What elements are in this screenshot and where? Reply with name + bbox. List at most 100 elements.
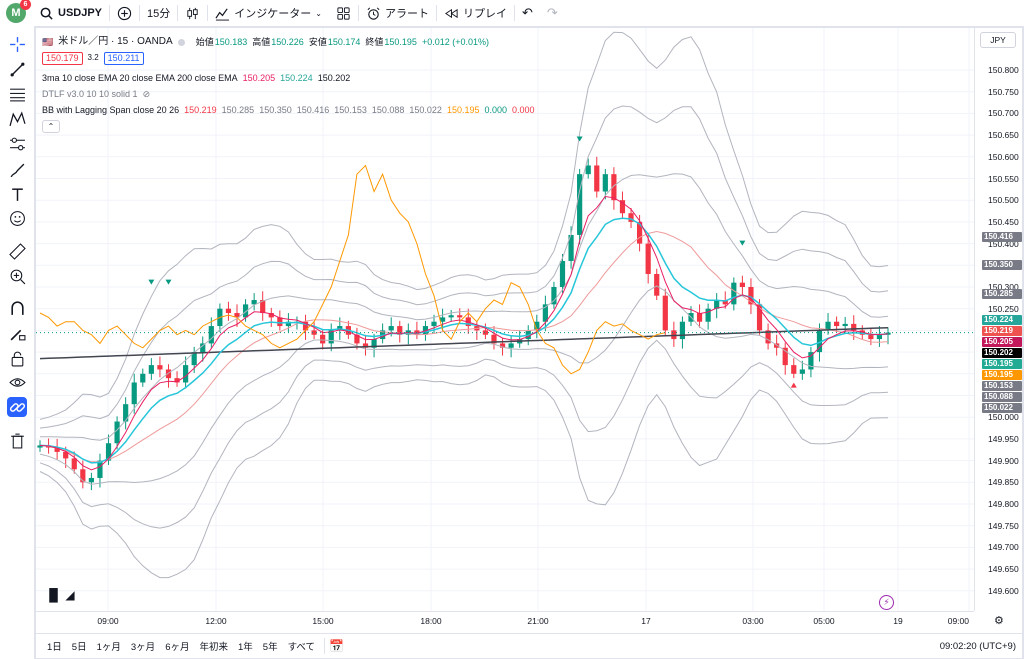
signal-marker <box>165 279 172 285</box>
range-button[interactable]: 3ヶ月 <box>130 642 156 653</box>
eye-icon <box>8 377 26 387</box>
indicators-button[interactable]: インジケーター ⌄ <box>208 0 329 26</box>
candle-body <box>696 313 703 322</box>
price-tick: 149.800 <box>988 499 1019 509</box>
time-tick: 21:00 <box>527 616 549 626</box>
buy-button[interactable]: 150.211 <box>103 51 144 65</box>
lock-all-tool[interactable] <box>7 348 27 368</box>
range-button[interactable]: 1年 <box>238 642 253 653</box>
price-tick: 150.000 <box>988 412 1019 423</box>
symbol-search-button[interactable]: USDJPY <box>32 0 109 26</box>
candle-body <box>834 321 840 327</box>
price-tick: 149.600 <box>988 585 1019 596</box>
candle-body <box>868 334 874 340</box>
price-tick: 150.800 <box>988 65 1019 75</box>
range-button[interactable]: 6ヶ月 <box>165 642 190 653</box>
lagging-span-line <box>39 164 666 375</box>
pattern-tool[interactable] <box>7 109 27 129</box>
bb-value: 0.000 <box>512 105 535 115</box>
candle-body <box>71 458 77 470</box>
calendar-goto-icon[interactable]: 📅 <box>329 639 345 653</box>
bb-value: 150.022 <box>409 105 442 115</box>
eye-hidden-icon[interactable]: ⊘ <box>142 89 151 99</box>
bollinger-upper-band <box>40 173 889 441</box>
range-button[interactable]: 5年 <box>262 642 278 653</box>
currency-selector[interactable]: JPY <box>980 32 1016 48</box>
remove-drawings-tool[interactable] <box>7 430 27 450</box>
alert-button[interactable]: アラート <box>359 0 436 26</box>
zoom-tool[interactable] <box>7 266 27 286</box>
clock[interactable]: 09:02:20 (UTC+9) <box>939 641 1016 652</box>
candle-body <box>439 317 446 322</box>
lock-drawing-tool[interactable] <box>7 323 27 343</box>
crosshair-tool[interactable] <box>7 34 27 54</box>
divider <box>357 5 359 21</box>
forecast-tool[interactable] <box>7 134 27 154</box>
ma-indicator-row[interactable]: 3ma 10 close EMA 20 close EMA 200 close … <box>42 70 535 86</box>
time-axis[interactable]: 09:00 12:00 15:00 18:00 21:00 17 03:00 05:00 19 0… <box>36 611 974 633</box>
dtlf-indicator-name: DTLF v3.0 10 10 solid 1 <box>42 89 138 99</box>
interval-button[interactable]: 15分 <box>140 0 177 26</box>
brush-icon <box>10 163 24 177</box>
collapse-legend-button[interactable]: ⌃ <box>42 120 60 133</box>
dtlf-indicator-row[interactable]: DTLF v3.0 10 10 solid 1 ⊘ <box>42 86 535 102</box>
bottom-toolbar: 1日 5日 1ヶ月 3ヶ月 6ヶ月 年初来 1年 5年 すべて 📅 09:02:20 (UTC+… <box>36 633 1022 658</box>
price-axis[interactable]: 150.800 150.750 150.700 150.650 150.600 150.5… <box>974 28 1022 611</box>
lightning-icon[interactable]: ⚡ <box>879 595 894 610</box>
candle-body <box>714 300 720 309</box>
price-label: 150.202 <box>982 347 1022 358</box>
undo-button[interactable]: ↶ <box>515 0 540 26</box>
bollinger-middle-line <box>39 230 889 463</box>
trash-icon <box>10 433 24 448</box>
candle-body <box>851 323 857 331</box>
candle-body <box>320 334 326 344</box>
symbol-label: USDJPY <box>58 7 103 19</box>
price-label: 150.195 <box>982 358 1022 369</box>
price-tick: 149.850 <box>988 477 1019 488</box>
candle-body <box>448 315 454 318</box>
replay-button[interactable]: リプレイ <box>437 0 514 26</box>
price-label: 150.285 <box>982 288 1022 299</box>
ma-value-2: 150.224 <box>280 73 313 83</box>
candle-body <box>499 343 506 348</box>
range-button[interactable]: 年初来 <box>199 642 228 653</box>
user-avatar[interactable]: M 6 <box>6 0 31 23</box>
text-tool[interactable] <box>7 184 27 204</box>
sync-drawings-tool[interactable] <box>7 397 27 417</box>
brush-tool[interactable] <box>7 160 27 180</box>
ruler-tool[interactable] <box>7 241 27 261</box>
candle-body <box>791 365 797 374</box>
range-button[interactable]: 1日 <box>47 642 62 653</box>
emoji-tool[interactable] <box>7 208 27 228</box>
lock-icon <box>11 351 23 366</box>
range-button[interactable]: すべて <box>287 642 316 653</box>
settings-gear-icon[interactable]: ⚙ <box>994 615 1004 627</box>
range-button[interactable]: 5日 <box>71 642 87 653</box>
bb-value: 150.219 <box>184 105 217 115</box>
price-tick: 149.950 <box>988 433 1019 444</box>
redo-button[interactable]: ↷ <box>540 0 565 26</box>
sell-button[interactable]: 150.179 <box>42 51 83 65</box>
tradingview-logo[interactable]: ▐▌ ◢ <box>45 588 75 602</box>
compare-button[interactable] <box>110 0 139 26</box>
candle-body <box>131 382 137 405</box>
magnet-tool[interactable] <box>7 298 27 318</box>
horizontal-lines-tool[interactable] <box>7 84 27 104</box>
candle-body <box>654 273 660 296</box>
replay-label: リプレイ <box>462 8 507 20</box>
alarm-clock-icon <box>367 7 380 20</box>
candle-body <box>559 260 566 287</box>
ema-200-line <box>39 326 889 360</box>
hide-drawings-tool[interactable] <box>7 372 27 392</box>
trend-line-tool[interactable] <box>7 59 27 79</box>
candle-body <box>431 321 437 327</box>
layouts-button[interactable] <box>329 0 358 26</box>
magnet-icon <box>10 300 24 315</box>
range-button[interactable]: 1ヶ月 <box>96 642 121 653</box>
chart-type-button[interactable] <box>178 0 207 26</box>
price-plot-area[interactable] <box>36 28 974 611</box>
price-tick: 150.250 <box>988 303 1019 314</box>
price-tick: 150.550 <box>988 173 1019 184</box>
candle-body <box>208 326 214 344</box>
bb-indicator-row[interactable]: BB with Lagging Span close 20 26 150.219… <box>42 102 535 118</box>
